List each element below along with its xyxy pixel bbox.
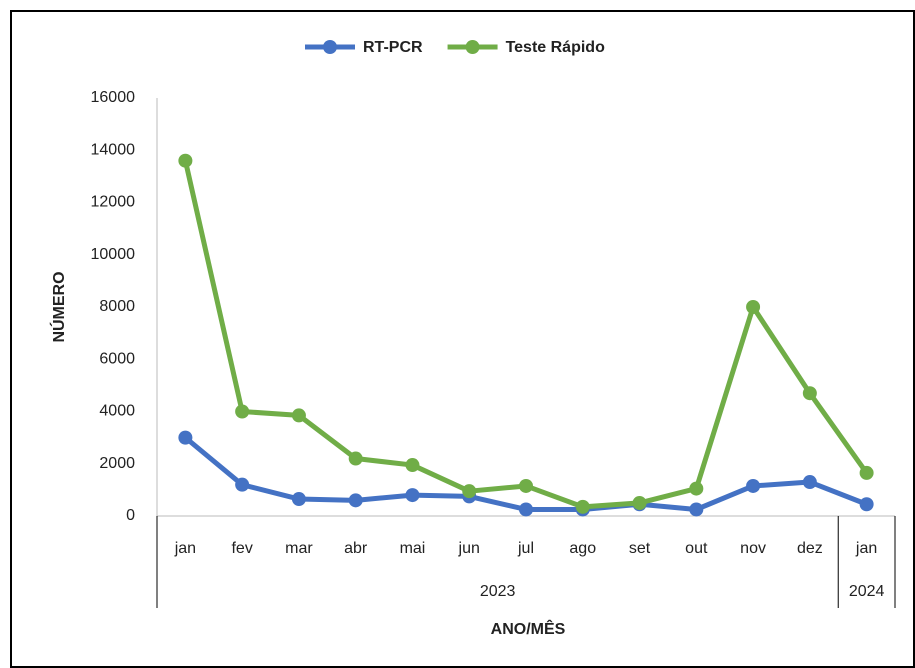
y-axis-label: NÚMERO [49, 271, 68, 342]
legend-marker [323, 40, 337, 54]
y-tick-label: 16000 [91, 89, 136, 106]
point [689, 481, 704, 496]
group-label: 2023 [480, 583, 516, 600]
y-tick-label: 14000 [91, 141, 136, 158]
point [405, 488, 420, 503]
x-tick-label: mar [285, 540, 313, 557]
point [746, 478, 761, 493]
frame [10, 10, 915, 668]
point [178, 153, 193, 168]
point [291, 492, 306, 507]
x-tick-label: abr [344, 540, 368, 557]
point [348, 493, 363, 508]
y-tick-label: 6000 [99, 350, 135, 367]
point [632, 495, 647, 510]
x-tick-label: mai [400, 540, 426, 557]
legend-label: RT-PCR [363, 39, 423, 56]
legend-label: Teste Rápido [506, 39, 606, 56]
x-tick-label: jun [458, 540, 480, 557]
x-tick-label: set [629, 540, 651, 557]
y-tick-label: 2000 [99, 455, 135, 472]
x-tick-label: jul [517, 540, 534, 557]
y-tick-label: 8000 [99, 298, 135, 315]
x-tick-label: dez [797, 540, 823, 557]
point [519, 478, 533, 493]
point [689, 502, 704, 517]
point [746, 300, 761, 314]
point [462, 484, 477, 499]
point [802, 475, 817, 490]
y-tick-label: 12000 [91, 194, 136, 211]
x-axis-label: ANO/MÊS [491, 619, 566, 638]
legend-marker [465, 40, 480, 54]
point [859, 497, 874, 512]
y-tick-label: 10000 [91, 246, 136, 263]
x-tick-label: ago [569, 540, 596, 557]
point [348, 451, 363, 466]
point [405, 458, 420, 473]
point [235, 477, 250, 492]
point [178, 430, 193, 445]
x-tick-label: nov [740, 540, 766, 557]
point [859, 465, 874, 480]
x-tick-label: jan [174, 540, 196, 557]
y-tick-label: 0 [126, 507, 135, 524]
point [235, 404, 250, 419]
group-label: 2024 [849, 583, 885, 600]
y-tick-label: 4000 [99, 403, 135, 420]
x-tick-label: jan [855, 540, 877, 557]
point [519, 502, 533, 517]
x-tick-label: fev [231, 540, 252, 557]
point [291, 408, 306, 423]
point [575, 499, 590, 514]
point [802, 386, 817, 401]
x-tick-label: out [685, 540, 708, 557]
